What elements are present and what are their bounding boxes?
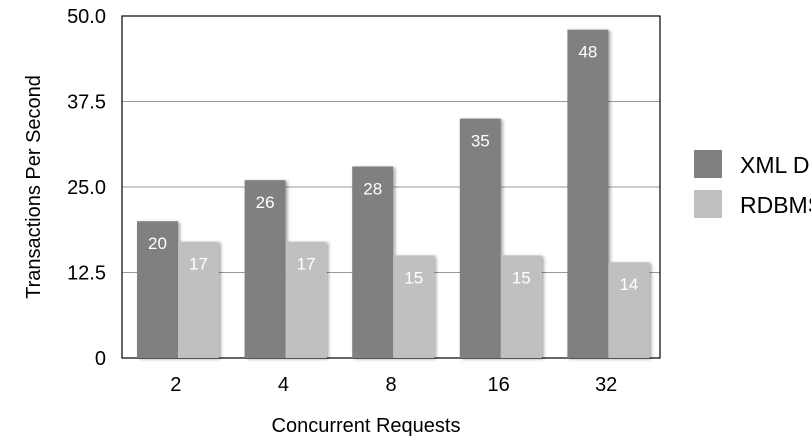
bar <box>500 255 542 358</box>
bar-value-label: 48 <box>578 43 597 62</box>
bar <box>178 241 219 358</box>
bar <box>459 118 501 358</box>
bar-value-label: 28 <box>363 179 382 198</box>
y-axis-label: Transactions Per Second <box>23 75 45 299</box>
bar-value-label: 26 <box>256 193 275 212</box>
x-tick-label: 32 <box>595 374 617 396</box>
bar <box>567 29 609 359</box>
x-tick-label: 8 <box>385 374 396 396</box>
bar <box>137 221 178 358</box>
bar-value-label: 20 <box>148 234 167 253</box>
bar <box>352 166 394 358</box>
bar-value-label: 15 <box>512 268 531 287</box>
bar-value-label: 35 <box>471 132 490 151</box>
bar <box>244 180 286 358</box>
x-axis-label: Concurrent Requests <box>272 415 461 437</box>
bar <box>285 241 327 358</box>
bars <box>137 29 650 359</box>
legend-swatch <box>694 190 722 218</box>
bar-value-label: 15 <box>404 268 423 287</box>
bar <box>393 255 435 358</box>
y-tick-label: 12.5 <box>67 263 106 285</box>
bar-value-label: 14 <box>619 275 638 294</box>
y-axis-ticks: 0 12.5 25.0 37.5 50.0 <box>67 6 106 370</box>
y-tick-label: 0 <box>95 348 106 370</box>
y-tick-label: 50.0 <box>67 6 106 28</box>
legend-swatch <box>694 150 722 178</box>
bar-value-label: 17 <box>297 255 316 274</box>
x-tick-label: 4 <box>278 374 289 396</box>
y-tick-label: 37.5 <box>67 92 106 114</box>
legend: XML DB RDBMS <box>694 150 811 218</box>
legend-label: RDBMS <box>740 192 811 218</box>
value-labels: 20 17 26 17 28 15 35 15 48 14 <box>148 43 638 295</box>
x-axis-ticks: 2 4 8 16 32 <box>170 374 617 396</box>
x-tick-label: 16 <box>487 374 509 396</box>
y-tick-label: 25.0 <box>67 177 106 199</box>
x-tick-label: 2 <box>170 374 181 396</box>
legend-label: XML DB <box>740 152 811 178</box>
bar <box>608 262 650 358</box>
bar-value-label: 17 <box>189 255 208 274</box>
